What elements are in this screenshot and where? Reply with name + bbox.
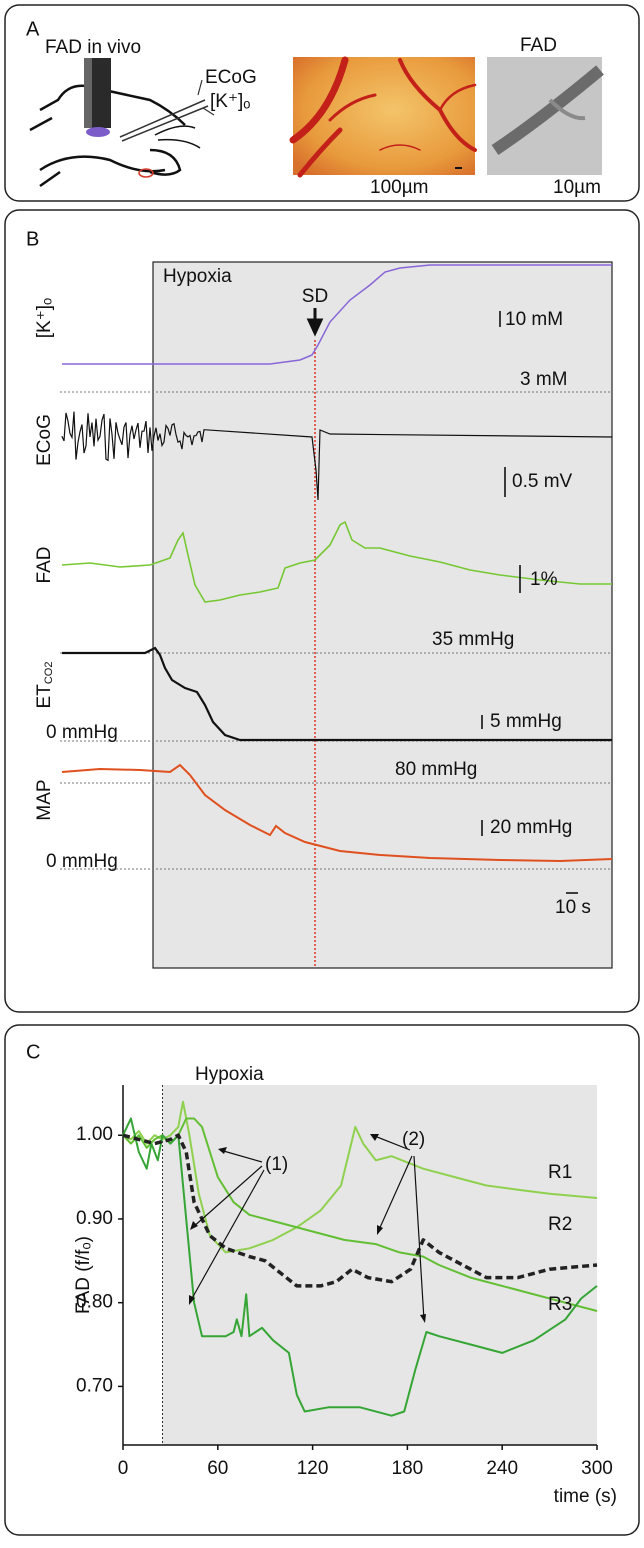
scale-label: 0 mmHg (46, 722, 118, 743)
sd-arrow (306, 308, 324, 337)
chart: 0.70 0.80 0.90 1.00 0 60 120 180 240 300 time (s) F… (73, 1064, 617, 1507)
x-tick-label: 300 (581, 1458, 613, 1479)
annotation: (1) (265, 1154, 288, 1175)
hypoxia-label: Hypoxia (163, 266, 232, 287)
etco2-trace (62, 646, 612, 742)
ecog-label: ECoG (205, 67, 257, 88)
y-tick-label: 0.70 (76, 1375, 113, 1396)
scale-label: 20 mmHg (490, 817, 572, 838)
y-axis-label: FAD (f/fₒ) (73, 1236, 94, 1314)
trace-label: ETCO2 (34, 662, 55, 709)
scale-label: 10 s (555, 897, 591, 918)
series-label: R3 (548, 1294, 572, 1315)
series-line (122, 1117, 598, 1417)
scale-label: 5 mmHg (490, 711, 562, 732)
arrow-heads (189, 1134, 426, 1323)
fad-trace (61, 520, 612, 603)
annotation: Hypoxia (195, 1064, 264, 1085)
fad-vessel (548, 98, 586, 121)
series-line (122, 1117, 598, 1312)
annotation-arrows (189, 1134, 425, 1321)
trace-label: [K⁺]ₒ (34, 298, 55, 338)
y-tick-label: 0.80 (76, 1292, 113, 1313)
x-tick-label: 60 (207, 1458, 228, 1479)
electrode (119, 99, 209, 142)
potassium-label: [K⁺]ₒ (210, 91, 250, 112)
scale-label: 10µm (553, 177, 601, 198)
trace-label: FAD (34, 547, 55, 584)
panel-frame (4, 1024, 640, 1536)
scale-label: 100µm (370, 177, 428, 198)
sd-label: SD (302, 286, 328, 307)
sensor (138, 168, 154, 178)
fad-vessel (491, 65, 604, 155)
x-tick-label: 120 (297, 1458, 329, 1479)
x-tick-label: 240 (486, 1458, 518, 1479)
objective-shade (84, 58, 92, 128)
hypoxia-region (162, 1085, 597, 1445)
y-tick-label: 0.90 (76, 1208, 113, 1229)
scale-label: 80 mmHg (395, 759, 477, 780)
scale-label: 1% (530, 569, 558, 590)
panel-frame (4, 209, 640, 1013)
series-label: R1 (548, 1162, 572, 1183)
x-tick-label: 180 (392, 1458, 424, 1479)
annotation: (2) (402, 1129, 425, 1150)
scale-label: 0 mmHg (46, 851, 118, 872)
panel-label: A (26, 18, 40, 40)
panel-title: FAD in vivo (45, 37, 141, 58)
scale-label: 10 mM (505, 309, 563, 330)
fad-spot (86, 127, 110, 137)
scale-label: 3 mM (520, 369, 568, 390)
x-tick-label: 0 (118, 1458, 129, 1479)
x-axis-label: time (s) (554, 1486, 617, 1507)
hypoxia-region (152, 261, 613, 969)
scale-label: 0.5 mV (512, 471, 573, 492)
potassium-trace (62, 264, 612, 365)
series-line (122, 1133, 598, 1288)
electrode-leads (197, 79, 215, 116)
scale-label: 35 mmHg (432, 629, 514, 650)
trace-label: ECoG (34, 414, 55, 466)
panel-label: B (26, 228, 39, 250)
y-tick-label: 1.00 (76, 1124, 113, 1145)
ecog-trace (61, 411, 613, 501)
map-trace (61, 763, 613, 863)
image-title: FAD (520, 35, 557, 56)
series-label: R2 (548, 1214, 572, 1235)
panel-label: C (26, 1041, 40, 1063)
rat-drawing (29, 84, 201, 188)
vessels (289, 56, 477, 178)
panel-frame (4, 4, 640, 202)
trace-label: MAP (34, 779, 55, 820)
